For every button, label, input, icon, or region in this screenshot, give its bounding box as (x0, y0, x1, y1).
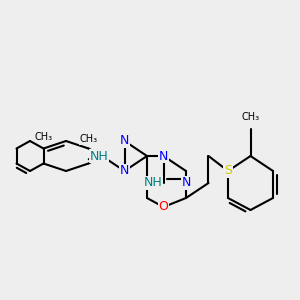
Text: N: N (120, 164, 129, 178)
Text: O: O (159, 200, 168, 214)
Text: NH: NH (90, 149, 108, 163)
Text: NH: NH (144, 176, 162, 190)
Text: S: S (224, 164, 232, 178)
Text: N: N (159, 149, 168, 163)
Text: CH₃: CH₃ (80, 134, 98, 145)
Text: N: N (120, 134, 129, 148)
Text: CH₃: CH₃ (242, 112, 260, 122)
Text: CH₃: CH₃ (34, 131, 52, 142)
Text: N: N (181, 176, 191, 190)
